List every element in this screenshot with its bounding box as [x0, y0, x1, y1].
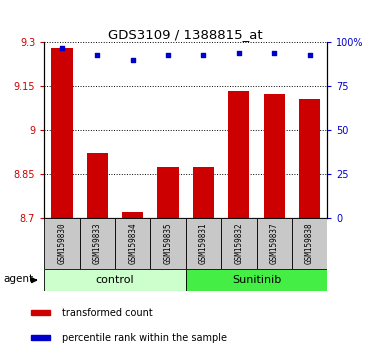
Point	[306, 52, 313, 58]
Bar	[186, 218, 221, 269]
Point	[200, 52, 206, 58]
Text: GSM159830: GSM159830	[57, 223, 67, 264]
Text: agent: agent	[3, 274, 33, 284]
Bar	[151, 218, 186, 269]
Text: GSM159831: GSM159831	[199, 223, 208, 264]
Text: transformed count: transformed count	[62, 308, 152, 318]
Bar	[256, 218, 292, 269]
Bar	[292, 218, 327, 269]
Point	[59, 45, 65, 51]
Bar	[115, 218, 151, 269]
Text: Sunitinib: Sunitinib	[232, 275, 281, 285]
Bar	[31, 335, 50, 340]
Bar	[228, 91, 249, 218]
Bar	[186, 269, 327, 291]
Bar	[80, 218, 115, 269]
Bar	[264, 93, 285, 218]
Text: control: control	[96, 275, 134, 285]
Point	[165, 52, 171, 58]
Point	[94, 52, 100, 58]
Text: percentile rank within the sample: percentile rank within the sample	[62, 333, 227, 343]
Title: GDS3109 / 1388815_at: GDS3109 / 1388815_at	[109, 28, 263, 41]
Bar	[221, 218, 256, 269]
Text: GSM159838: GSM159838	[305, 223, 314, 264]
Text: GSM159834: GSM159834	[128, 223, 137, 264]
Bar	[44, 218, 80, 269]
Text: GSM159837: GSM159837	[270, 223, 279, 264]
Bar	[44, 269, 186, 291]
Bar	[87, 154, 108, 218]
Point	[236, 50, 242, 56]
Point	[271, 50, 277, 56]
Bar	[31, 310, 50, 315]
Bar	[299, 99, 320, 218]
Bar	[157, 167, 179, 218]
Text: GSM159833: GSM159833	[93, 223, 102, 264]
Text: GSM159835: GSM159835	[164, 223, 172, 264]
Text: GSM159832: GSM159832	[234, 223, 243, 264]
Bar	[193, 167, 214, 218]
Point	[130, 57, 136, 63]
Bar	[122, 212, 143, 218]
Bar	[51, 48, 72, 218]
